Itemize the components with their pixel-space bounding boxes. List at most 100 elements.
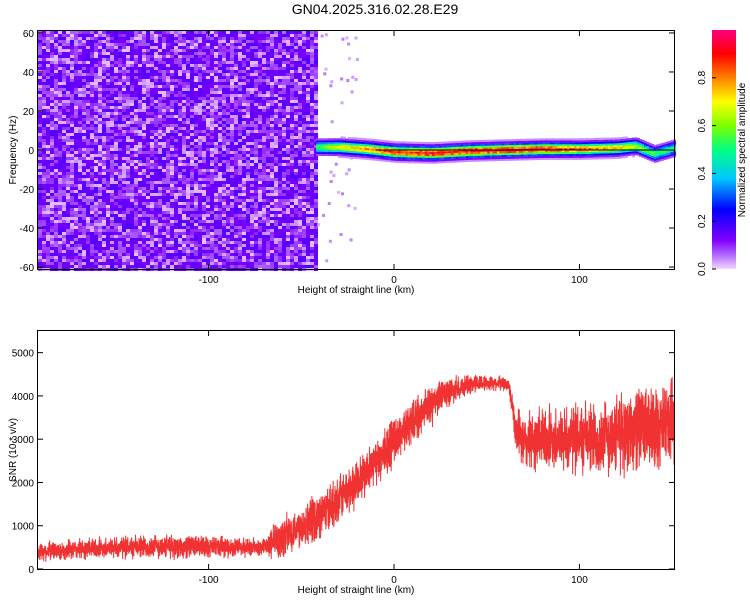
spectrogram-cell bbox=[122, 73, 126, 76]
spectrogram-cell bbox=[62, 31, 66, 34]
spectrogram-cell bbox=[230, 205, 234, 208]
spectrogram-cell bbox=[46, 172, 50, 175]
spectrogram-cell bbox=[278, 214, 282, 217]
spectrogram-cell bbox=[258, 175, 262, 178]
spectrogram-cell bbox=[70, 235, 74, 238]
spectrogram-cell bbox=[46, 250, 50, 253]
spectrogram-cell bbox=[66, 88, 70, 91]
spectrogram-cell bbox=[50, 169, 54, 172]
spectrogram-cell bbox=[38, 163, 42, 166]
spectrogram-cell bbox=[90, 73, 94, 76]
spectrogram-cell bbox=[282, 235, 286, 238]
spectrogram-cell bbox=[114, 190, 118, 193]
spectrogram-cell bbox=[122, 220, 126, 223]
spectrogram-cell bbox=[98, 151, 102, 154]
spectrogram-cell bbox=[262, 208, 266, 211]
spectrogram-cell bbox=[190, 100, 194, 103]
spectrogram-cell bbox=[166, 229, 170, 232]
spectrogram-cell bbox=[270, 91, 274, 94]
spectrogram-cell bbox=[270, 247, 274, 250]
spectrogram-cell bbox=[210, 148, 214, 151]
spectrogram-cell bbox=[186, 85, 190, 88]
spectrogram-cell bbox=[282, 148, 286, 151]
spectrogram-cell bbox=[94, 133, 98, 136]
spectrogram-cell bbox=[138, 256, 142, 259]
spectrogram-cell bbox=[186, 34, 190, 37]
spectrogram-cell bbox=[94, 139, 98, 142]
spectrogram-cell bbox=[86, 229, 90, 232]
spectrogram-cell bbox=[50, 139, 54, 142]
spectrogram-cell bbox=[70, 43, 74, 46]
spectrogram-cell bbox=[170, 52, 174, 55]
spectrogram-cell bbox=[110, 43, 114, 46]
spectrogram-cell bbox=[202, 226, 206, 229]
spectrogram-cell bbox=[134, 202, 138, 205]
spectrogram-cell bbox=[154, 232, 158, 235]
spectrogram-cell bbox=[62, 130, 66, 133]
spectrogram-cell bbox=[126, 127, 130, 130]
spectrogram-cell bbox=[262, 82, 266, 85]
spectrogram-cell bbox=[250, 52, 254, 55]
spectrogram-cell bbox=[62, 202, 66, 205]
spectrogram-cell bbox=[122, 139, 126, 142]
spectrogram-cell bbox=[274, 256, 278, 259]
spectrogram-cell bbox=[138, 175, 142, 178]
spectrogram-cell bbox=[282, 61, 286, 64]
spectrogram-cell bbox=[190, 79, 194, 82]
spectrogram-cell bbox=[78, 52, 82, 55]
spectrogram-cell bbox=[46, 139, 50, 142]
spectrogram-cell bbox=[46, 100, 50, 103]
spectrogram-cell bbox=[54, 49, 58, 52]
spectrogram-cell bbox=[186, 232, 190, 235]
spectrogram-cell bbox=[190, 133, 194, 136]
spectrogram-cell bbox=[250, 247, 254, 250]
spectrogram-cell bbox=[114, 88, 118, 91]
spectrogram-cell bbox=[210, 181, 214, 184]
spectrogram-cell bbox=[238, 193, 242, 196]
spectrogram-cell bbox=[126, 196, 130, 199]
spectrogram-cell bbox=[154, 31, 158, 34]
spectrogram-cell bbox=[214, 163, 218, 166]
spectrogram-cell bbox=[258, 214, 262, 217]
spectrogram-cell bbox=[146, 247, 150, 250]
spectrogram-cell bbox=[126, 232, 130, 235]
spectrogram-cell bbox=[178, 70, 182, 73]
spectrogram-cell bbox=[178, 118, 182, 121]
spectrogram-cell bbox=[226, 118, 230, 121]
spectrogram-cell bbox=[138, 55, 142, 58]
spectrogram-cell bbox=[162, 250, 166, 253]
spectrogram-cell bbox=[182, 181, 186, 184]
spectrogram-cell bbox=[214, 169, 218, 172]
spectrogram-cell bbox=[162, 253, 166, 256]
spectrogram-cell bbox=[174, 256, 178, 259]
spectrogram-cell bbox=[110, 166, 114, 169]
spectrogram-cell bbox=[270, 259, 274, 262]
spectrogram-cell bbox=[98, 85, 102, 88]
spectrogram-cell bbox=[218, 226, 222, 229]
spectrogram-cell bbox=[98, 229, 102, 232]
spectrogram-cell bbox=[134, 106, 138, 109]
spectrogram-cell bbox=[142, 79, 146, 82]
spectrogram-cell bbox=[98, 91, 102, 94]
spectrogram-cell bbox=[158, 82, 162, 85]
spectrogram-cell bbox=[226, 211, 230, 214]
spectrogram-cell bbox=[158, 226, 162, 229]
spectrogram-cell bbox=[86, 181, 90, 184]
spectrogram-cell bbox=[238, 145, 242, 148]
spectrogram-cell bbox=[246, 52, 250, 55]
spectrogram-cell bbox=[282, 256, 286, 259]
spectrogram-cell bbox=[58, 178, 62, 181]
spectrogram-cell bbox=[242, 199, 246, 202]
spectrogram-cell bbox=[186, 40, 190, 43]
spectrogram-cell bbox=[230, 250, 234, 253]
spectrogram-cell bbox=[146, 211, 150, 214]
spectrogram-cell bbox=[70, 202, 74, 205]
spectrogram-cell bbox=[178, 229, 182, 232]
spectrogram-cell bbox=[214, 124, 218, 127]
spectrogram-cell bbox=[42, 241, 46, 244]
spectrogram-cell bbox=[242, 217, 246, 220]
spectrogram-cell bbox=[130, 34, 134, 37]
spectrogram-cell bbox=[226, 256, 230, 259]
spectrogram-cell bbox=[102, 226, 106, 229]
spectrogram-cell bbox=[142, 145, 146, 148]
